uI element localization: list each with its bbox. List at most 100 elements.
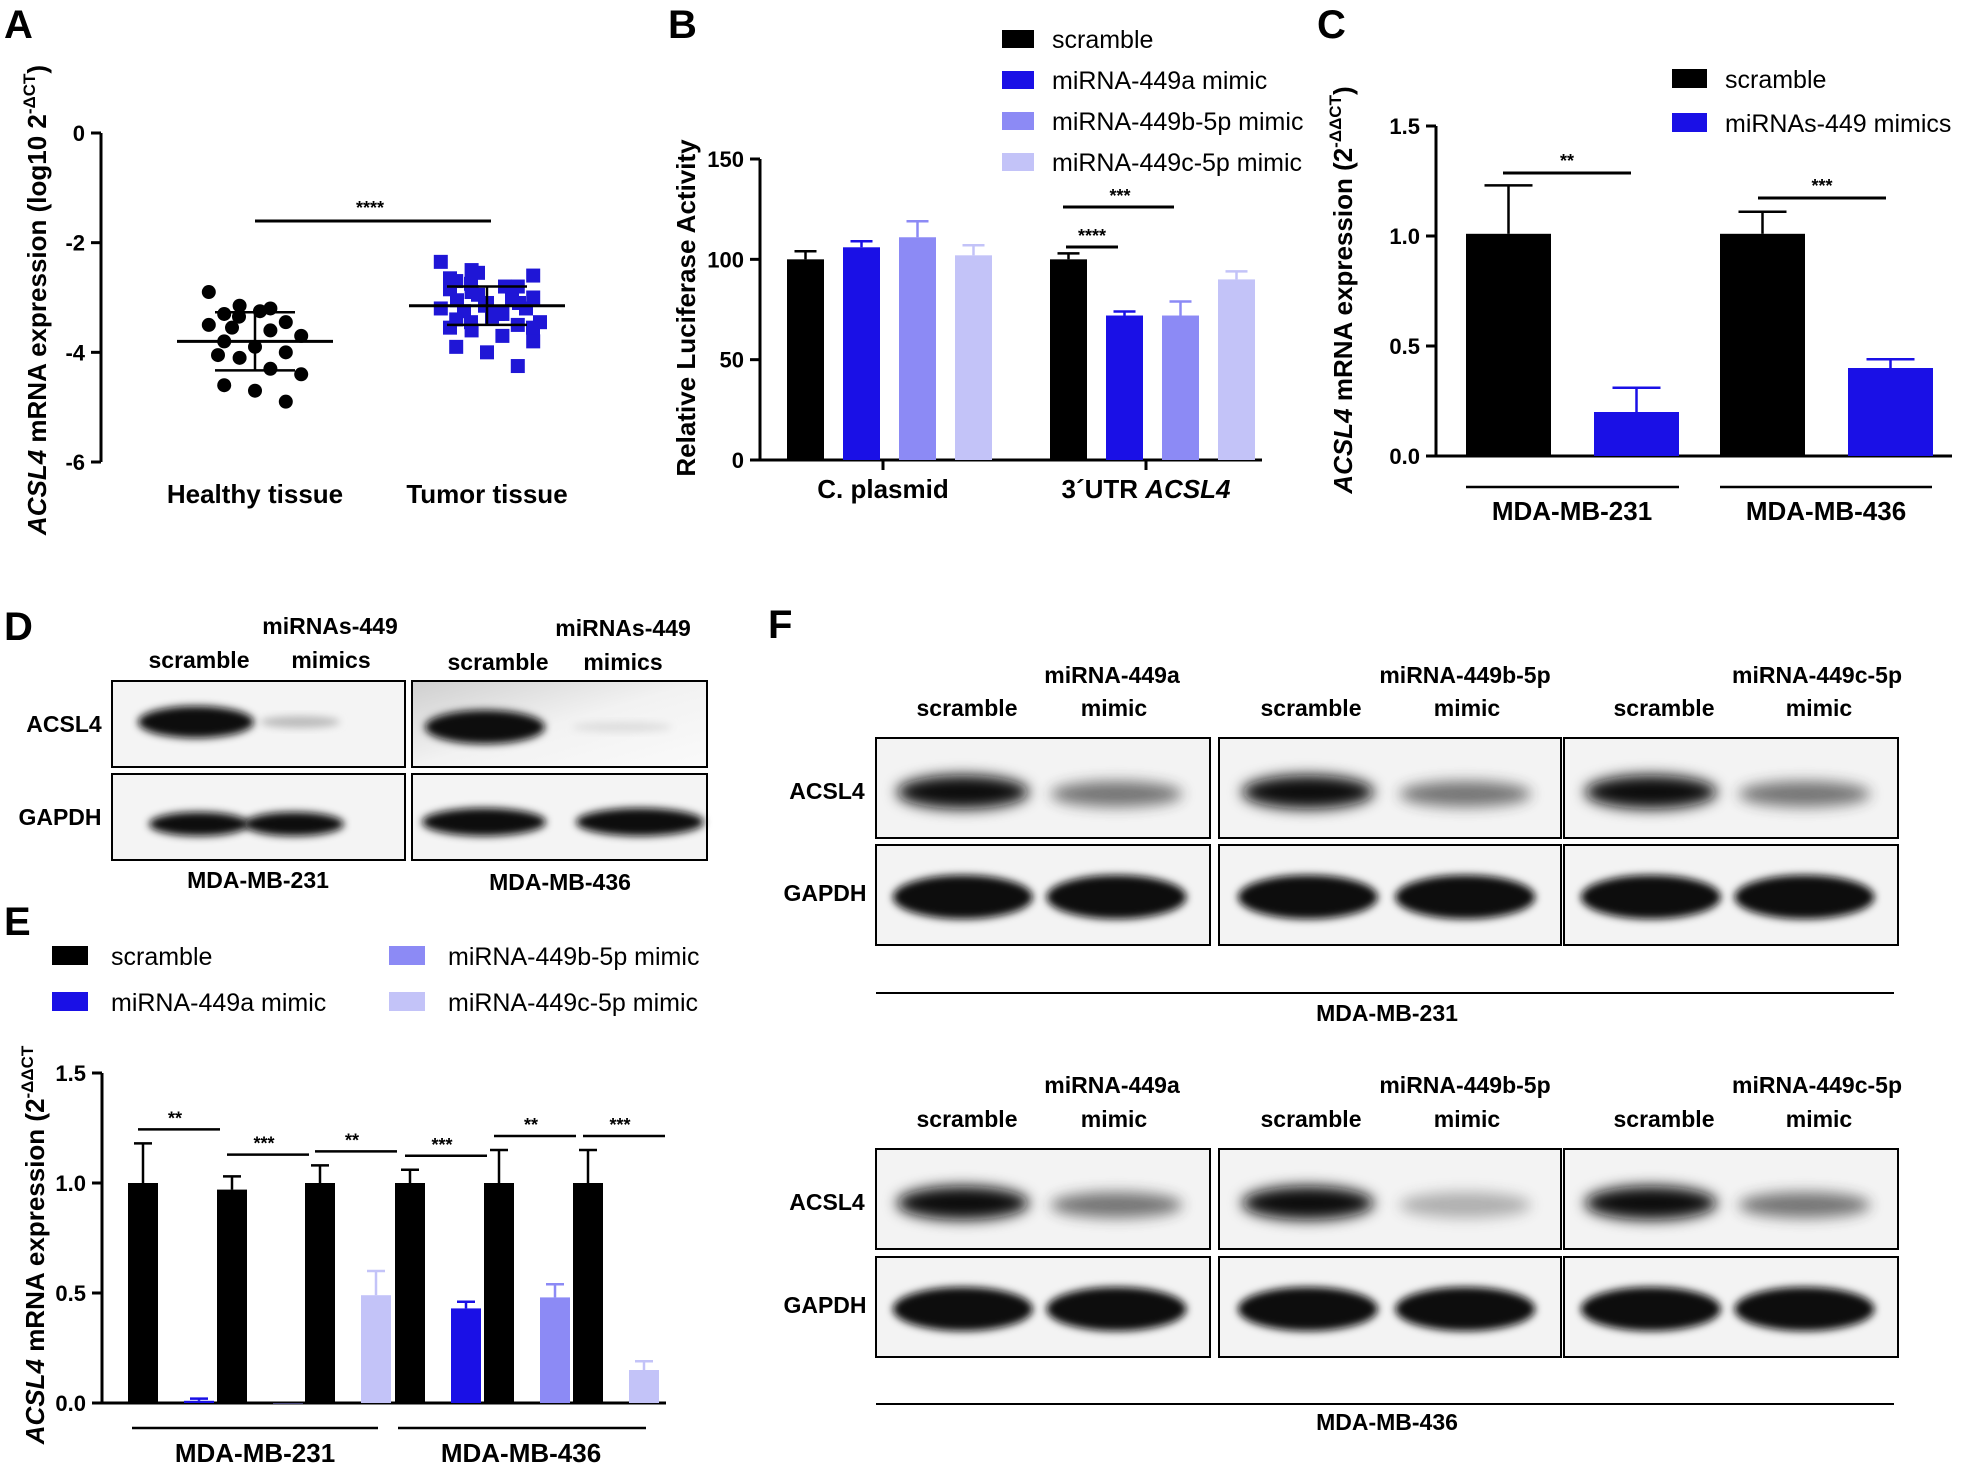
blot-band bbox=[1395, 1287, 1536, 1331]
blot-band bbox=[1237, 875, 1378, 919]
blot-cell-label: MDA-MB-436 bbox=[1316, 1409, 1458, 1435]
bar-group bbox=[217, 1175, 247, 1403]
blot-band bbox=[1241, 775, 1374, 809]
bar bbox=[1050, 259, 1087, 460]
bar-group bbox=[484, 1148, 514, 1403]
blot-row-label: GAPDH bbox=[783, 880, 866, 906]
bar-group bbox=[305, 1164, 335, 1403]
bar bbox=[955, 255, 992, 460]
blot-lane-label: mimic bbox=[1786, 695, 1853, 721]
blot-band bbox=[422, 808, 546, 836]
legend-swatch bbox=[1672, 113, 1707, 132]
bar-group bbox=[451, 1300, 481, 1403]
bar-mimic bbox=[273, 1403, 303, 1404]
panel-b-y-ticks: 0 50 100 150 bbox=[707, 147, 760, 473]
legend-label: miRNA-449b-5p mimic bbox=[448, 943, 699, 971]
bar-scramble bbox=[484, 1183, 514, 1403]
y-tick-label: 1.5 bbox=[1389, 114, 1420, 139]
data-point-tumor bbox=[464, 323, 479, 338]
data-point-healthy bbox=[294, 367, 309, 382]
blot-cell-label: MDA-MB-231 bbox=[187, 867, 329, 893]
blot-row-label: ACSL4 bbox=[789, 1189, 865, 1215]
bar bbox=[1106, 315, 1143, 460]
panel-a-significance: **** bbox=[356, 198, 384, 218]
bar-group bbox=[629, 1359, 659, 1403]
bar-mimic bbox=[540, 1297, 570, 1403]
bar-group bbox=[1106, 310, 1143, 460]
panel-e-category-label: MDA-MB-436 bbox=[441, 1438, 601, 1468]
y-tick-label: 50 bbox=[720, 348, 744, 373]
blot-band bbox=[1237, 1287, 1378, 1331]
bar-group bbox=[184, 1397, 214, 1403]
blot-band bbox=[1584, 1186, 1717, 1220]
panel-b-category-label: 3´UTR ACSL4 bbox=[1061, 474, 1231, 504]
legend-label: scramble bbox=[1725, 66, 1826, 94]
y-tick-label: 0.0 bbox=[1389, 444, 1420, 469]
panel-c-y-ticks: 0.0 0.5 1.0 1.5 bbox=[1389, 114, 1436, 469]
data-point-tumor bbox=[450, 293, 464, 308]
data-point-healthy bbox=[232, 350, 247, 365]
panel-letter-a: A bbox=[4, 3, 33, 47]
data-point-tumor bbox=[443, 271, 457, 286]
data-point-tumor bbox=[491, 306, 505, 321]
data-point-healthy bbox=[225, 320, 239, 335]
panel-b-legend: scramble miRNA-449a mimic miRNA-449b-5p mi… bbox=[1002, 26, 1303, 177]
data-point-tumor bbox=[512, 295, 526, 310]
bar-scramble bbox=[217, 1189, 247, 1403]
panel-c-bar-chart: 0.0 0.5 1.0 1.5 scramble miRNAs-449 mimics *… bbox=[1326, 66, 1952, 526]
blot-band bbox=[1395, 875, 1536, 919]
data-point-healthy bbox=[294, 328, 309, 343]
bar-group bbox=[1218, 270, 1255, 460]
blot-band bbox=[896, 775, 1029, 809]
panel-a-category-label: Tumor tissue bbox=[406, 479, 567, 509]
panel-c-significance: ** bbox=[1560, 151, 1574, 171]
blot-band bbox=[1050, 1192, 1183, 1218]
blot-lane-label: mimic bbox=[1081, 1106, 1148, 1132]
legend-label: miRNA-449b-5p mimic bbox=[1052, 108, 1303, 136]
bar bbox=[1162, 315, 1199, 460]
blot-band bbox=[149, 812, 249, 836]
panel-b-category-label: C. plasmid bbox=[817, 474, 948, 504]
y-tick-label: 0.0 bbox=[55, 1391, 86, 1416]
blot-band bbox=[1734, 875, 1875, 919]
bar bbox=[787, 259, 824, 460]
significance-label: *** bbox=[431, 1135, 452, 1155]
data-point-tumor bbox=[526, 268, 541, 283]
panel-d-western-blot: scramble miRNAs-449 mimics scramble miRN… bbox=[18, 613, 708, 895]
panel-c-bars bbox=[1466, 184, 1933, 456]
bar bbox=[1466, 233, 1551, 456]
bar-group bbox=[540, 1282, 570, 1403]
bar-scramble bbox=[128, 1183, 158, 1403]
data-point-tumor bbox=[526, 334, 541, 349]
blot-row-label: GAPDH bbox=[783, 1292, 866, 1318]
blot-lane-label: scramble bbox=[916, 1106, 1017, 1132]
y-tick-label: 0 bbox=[73, 121, 85, 146]
legend-label: miRNAs-449 mimics bbox=[1725, 110, 1951, 138]
panel-a-points bbox=[201, 254, 547, 409]
data-point-healthy bbox=[217, 306, 232, 321]
bar-group bbox=[1162, 300, 1199, 460]
panel-letter-c: C bbox=[1317, 3, 1346, 47]
blot-band bbox=[260, 716, 340, 728]
data-point-healthy bbox=[278, 394, 293, 409]
data-point-tumor bbox=[495, 328, 510, 343]
panel-a-y-ticks: 0 -2 -4 -6 bbox=[65, 121, 101, 475]
panel-b-significance: **** bbox=[1078, 226, 1106, 246]
y-tick-label: 1.0 bbox=[55, 1171, 86, 1196]
blot-lane-label: mimics bbox=[291, 647, 370, 673]
blot-lane-label: miRNAs-449 bbox=[555, 615, 691, 641]
panel-a-category-label: Healthy tissue bbox=[167, 479, 343, 509]
bar-scramble bbox=[305, 1183, 335, 1403]
blot-lane-label: scramble bbox=[1613, 1106, 1714, 1132]
bar-group bbox=[1050, 252, 1087, 460]
bar-group bbox=[1720, 210, 1805, 456]
legend-swatch bbox=[389, 992, 425, 1011]
panel-e-legend: scramble miRNA-449a mimic miRNA-449b-5p mi… bbox=[52, 943, 699, 1017]
blot-lane-label: scramble bbox=[1260, 1106, 1361, 1132]
blot-band bbox=[1241, 1186, 1374, 1220]
panel-a-mean-sd bbox=[177, 285, 565, 372]
significance-label: *** bbox=[253, 1134, 274, 1154]
panel-letter-d: D bbox=[4, 605, 33, 649]
y-tick-label: 1.5 bbox=[55, 1061, 86, 1086]
data-point-healthy bbox=[201, 285, 216, 300]
